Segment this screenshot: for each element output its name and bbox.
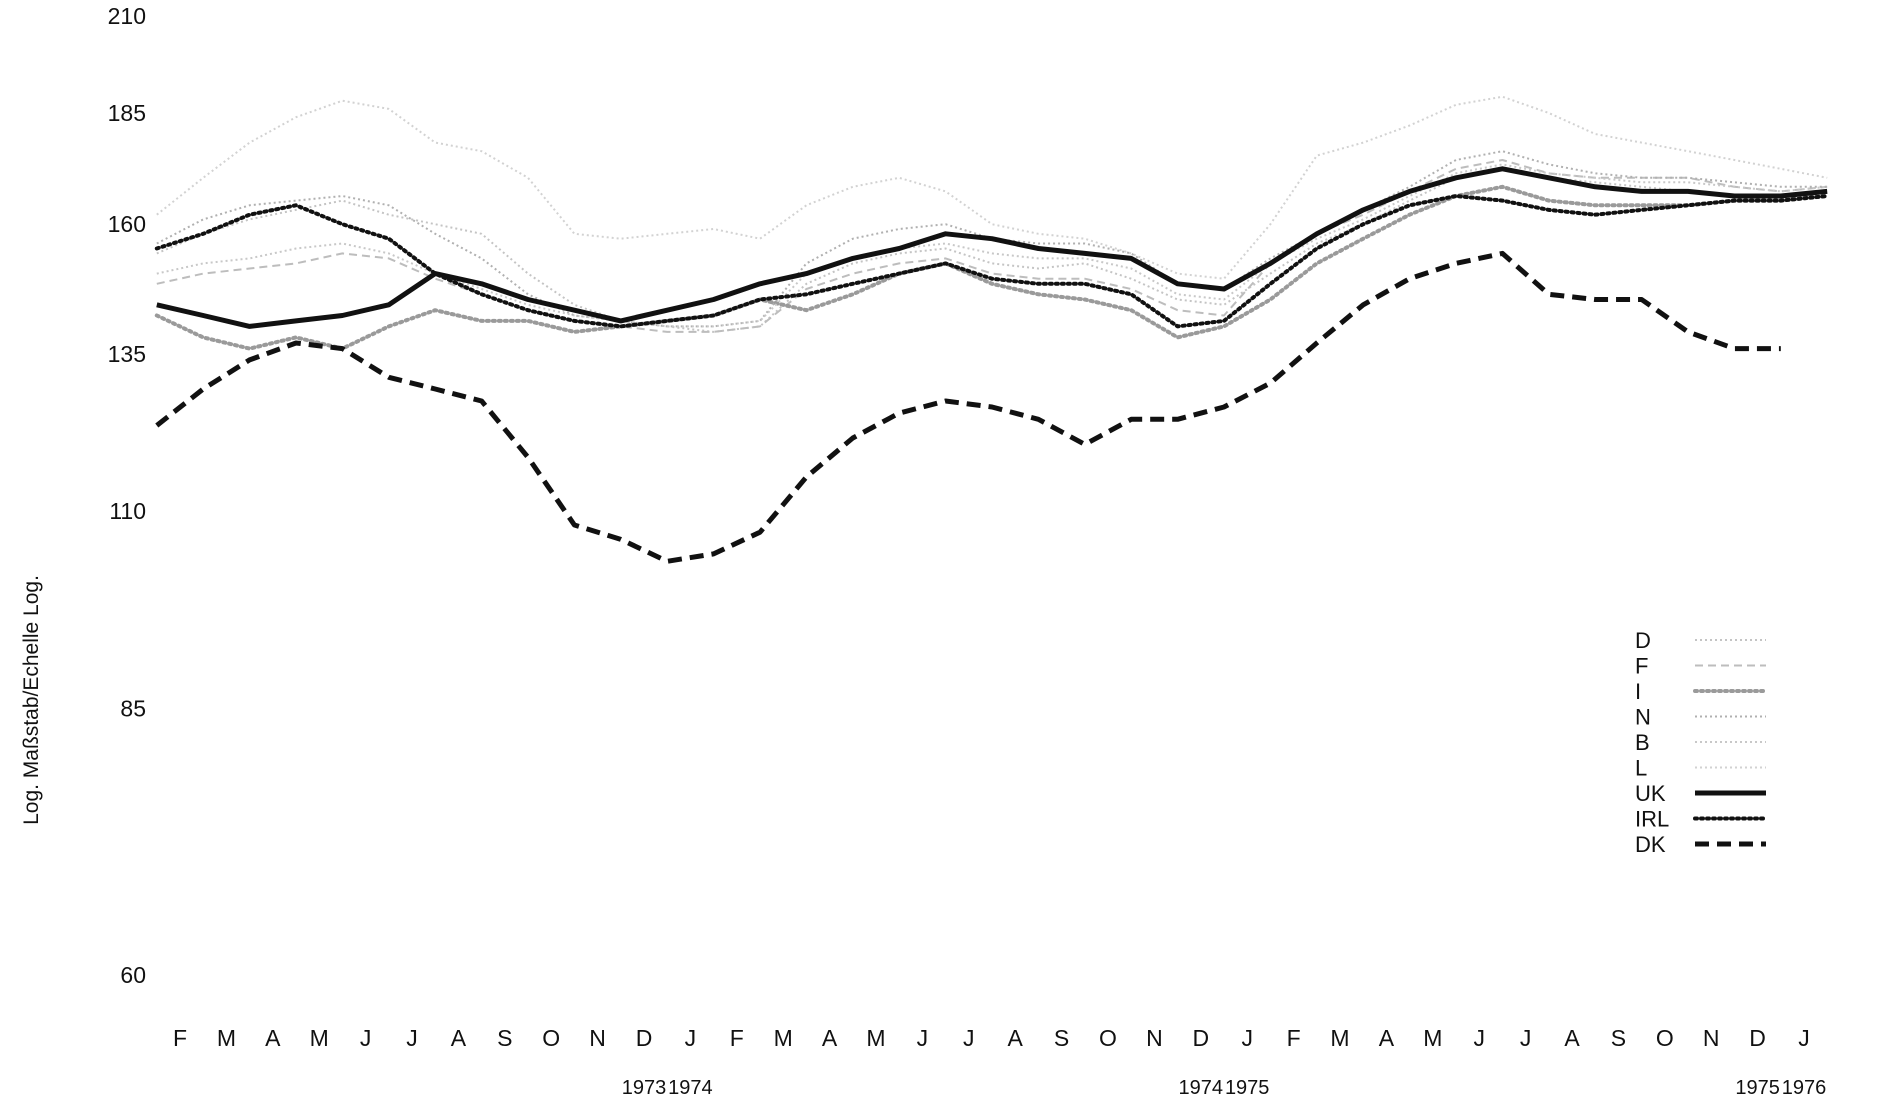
year-label: 1974 (668, 1077, 713, 1099)
x-tick-label: N (1703, 1025, 1720, 1051)
x-tick-label: J (1241, 1025, 1253, 1051)
x-tick-label: J (1473, 1025, 1485, 1051)
series-line-i (154, 184, 1830, 351)
y-tick-label: 110 (109, 498, 146, 524)
x-tick-label: A (265, 1025, 281, 1051)
x-tick-label: J (1520, 1025, 1532, 1051)
x-tick-label: A (822, 1025, 838, 1051)
year-label: 1976 (1782, 1077, 1827, 1099)
legend-label-i: I (1635, 679, 1641, 704)
series-line-f (156, 159, 1828, 333)
x-tick-label: J (917, 1025, 929, 1051)
x-tick-label: O (1656, 1025, 1674, 1051)
x-tick-label: J (406, 1025, 418, 1051)
x-tick-label: J (360, 1025, 372, 1051)
year-label: 1974 (1179, 1077, 1224, 1099)
x-tick-label: D (1749, 1025, 1766, 1051)
x-tick-label: A (1008, 1025, 1024, 1051)
x-tick-label: N (589, 1025, 606, 1051)
series-line-n (156, 150, 1828, 328)
x-tick-label: F (730, 1025, 744, 1051)
legend-label-b: B (1635, 730, 1650, 755)
x-tick-label: O (1099, 1025, 1117, 1051)
legend-label-d: D (1635, 628, 1651, 653)
x-tick-label: A (1564, 1025, 1580, 1051)
legend-label-dk: DK (1635, 832, 1666, 857)
x-tick-label: M (217, 1025, 236, 1051)
series-line-uk (156, 166, 1828, 329)
series-line-b (156, 163, 1828, 328)
legend-label-f: F (1635, 654, 1648, 679)
y-tick-label: 210 (108, 3, 146, 29)
x-tick-label: M (310, 1025, 329, 1051)
year-labels: 1973 1974 1974 1975 1975 1976 (622, 1077, 1827, 1099)
y-axis-ticks: 210 185 160 135 110 85 60 (108, 3, 146, 988)
x-tick-label: S (1611, 1025, 1626, 1051)
x-tick-label: S (1054, 1025, 1069, 1051)
year-label: 1973 (622, 1077, 667, 1099)
x-tick-label: D (636, 1025, 653, 1051)
x-tick-label: J (1798, 1025, 1810, 1051)
x-tick-label: F (173, 1025, 187, 1051)
series-line-irl (154, 194, 1830, 329)
year-label: 1975 (1225, 1077, 1270, 1099)
legend-label-n: N (1635, 705, 1651, 730)
y-tick-label: 85 (120, 695, 146, 721)
x-tick-label: J (963, 1025, 975, 1051)
x-tick-label: O (542, 1025, 560, 1051)
legend-label-irl: IRL (1635, 807, 1669, 832)
y-axis-label: Log. Maßstab/Echelle Log. (20, 575, 43, 825)
series-line-dk (155, 250, 1781, 564)
x-tick-label: F (1287, 1025, 1301, 1051)
y-tick-label: 160 (108, 211, 146, 237)
x-tick-label: D (1192, 1025, 1209, 1051)
legend-label-uk: UK (1635, 781, 1666, 806)
x-tick-label: M (1330, 1025, 1349, 1051)
year-label: 1975 (1735, 1077, 1780, 1099)
y-tick-label: 185 (108, 100, 146, 126)
x-tick-label: M (774, 1025, 793, 1051)
x-tick-label: M (1423, 1025, 1442, 1051)
legend-label-l: L (1635, 756, 1647, 781)
series-lines (154, 95, 1830, 564)
x-tick-label: M (866, 1025, 885, 1051)
x-tick-label: A (1379, 1025, 1395, 1051)
y-tick-label: 135 (108, 341, 146, 367)
x-tick-label: A (451, 1025, 467, 1051)
x-tick-label: J (685, 1025, 697, 1051)
y-tick-label: 60 (120, 962, 146, 988)
x-tick-label: N (1146, 1025, 1163, 1051)
x-tick-label: S (497, 1025, 512, 1051)
